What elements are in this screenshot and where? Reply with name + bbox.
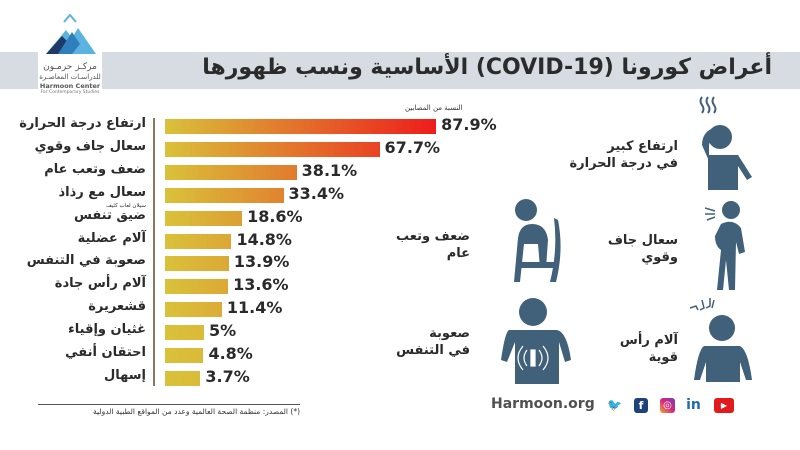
bar-row: غثيان وإقياء 5% <box>0 321 460 344</box>
bar <box>165 325 204 341</box>
youtube-icon[interactable]: ▶ <box>714 398 734 413</box>
symptom-label-fever: ارتفاع كبير في درجة الحرارة <box>569 139 678 171</box>
logo-ar-name: مركـز حرمـون <box>43 62 97 72</box>
bar-row: آلام رأس جادة 13.6% <box>0 275 460 298</box>
bar <box>165 302 222 318</box>
fatigue-person-icon <box>514 199 561 282</box>
category-subnote: سيلان لعاب كثيف <box>106 202 146 209</box>
bar-row: احتقان أنفي 4.8% <box>0 344 460 367</box>
value-label: 13.6% <box>233 275 289 295</box>
category-label: ضعف وتعب عام <box>44 161 146 177</box>
logo-en-name: Harmoon Center <box>39 82 101 90</box>
logo: مركـز حرمـون للدراسـات المعاصـرة Harmoon… <box>38 13 102 106</box>
value-label: 87.9% <box>441 115 497 134</box>
value-header: النسبة من المصابين <box>405 104 463 112</box>
bar-row: إسهال 3.7% <box>0 366 460 390</box>
value-label: 11.4% <box>226 298 283 318</box>
axis-divider <box>153 118 155 386</box>
bar-row: صعوبة في التنفس 13.9% <box>0 252 460 275</box>
bar-row: سعال جاف وقوي 67.7% <box>0 137 460 161</box>
bar <box>165 279 229 295</box>
value-label: 14.8% <box>236 229 292 249</box>
category-label: إسهال <box>104 367 146 383</box>
twitter-icon[interactable]: 🐦 <box>607 398 622 412</box>
bar-row: آلام عضلية 14.8% <box>0 229 460 253</box>
category-label: صعوبة في التنفس <box>26 253 146 269</box>
headache-person-icon <box>689 298 752 382</box>
fever-person-icon <box>699 96 752 190</box>
cough-person-icon <box>705 201 745 290</box>
value-label: 38.1% <box>301 160 358 180</box>
bar-row: سعال مع رذاذ سيلان لعاب كثيف 33.4% <box>0 183 460 209</box>
logo-ar-sub: للدراسـات المعاصـرة <box>39 73 101 81</box>
category-label: سعال جاف وقوي <box>34 138 146 154</box>
mountain-logo-icon <box>46 13 96 54</box>
logo-en-sub: For Contemporary Studies <box>40 90 100 95</box>
title-band <box>0 52 800 89</box>
source-divider <box>38 404 300 405</box>
category-label: قشعريرة <box>88 299 146 315</box>
lungs-person-icon <box>501 298 571 384</box>
value-label: 18.6% <box>247 206 303 226</box>
bar-row: ضيق تنفس 18.6% <box>0 206 460 230</box>
bar <box>165 256 229 272</box>
value-label: 4.8% <box>208 344 253 363</box>
symptom-label-headache: آلام رأس قوية <box>619 333 678 365</box>
website-link[interactable]: Harmoon.org <box>491 396 595 412</box>
bar-row: ضعف وتعب عام 38.1% <box>0 160 460 184</box>
category-label: ارتفاع درجة الحرارة <box>19 116 146 131</box>
page-title: أعراض كورونا (COVID-19) الأساسية ونسب ظه… <box>202 55 772 80</box>
instagram-icon[interactable]: ◎ <box>660 398 675 413</box>
value-label: 33.4% <box>288 183 345 203</box>
category-label: غثيان وإقياء <box>68 322 146 338</box>
bar <box>165 187 284 203</box>
category-label: آلام عضلية <box>77 230 146 246</box>
bar <box>165 164 297 180</box>
bar <box>165 348 204 363</box>
category-label: سعال مع رذاذ <box>58 184 146 200</box>
bar-row: ارتفاع درجة الحرارة 87.9% <box>0 115 497 138</box>
bar <box>165 370 201 386</box>
value-label: 5% <box>209 321 237 341</box>
bar <box>165 119 437 134</box>
category-label: ضيق تنفس <box>73 207 146 223</box>
category-label: آلام رأس جادة <box>54 276 146 292</box>
bar-row: قشعريرة 11.4% <box>0 298 460 321</box>
value-label: 67.7% <box>384 137 441 157</box>
bar <box>165 141 380 157</box>
value-label: 13.9% <box>233 252 290 272</box>
bar <box>165 233 232 249</box>
facebook-icon[interactable]: f <box>634 398 648 413</box>
category-label: احتقان أنفي <box>65 345 146 360</box>
symptom-label-fatigue: ضعف وتعب عام <box>396 229 470 261</box>
symptom-label-breathing: صعوبة في التنفس <box>396 326 470 358</box>
bar <box>165 210 243 226</box>
source-note: (*) المصدر: منظمة الصحة العالمية وعدد من… <box>93 407 300 416</box>
symptom-label-cough: سعال جاف وقوي <box>607 233 678 265</box>
value-label: 3.7% <box>205 366 250 386</box>
linkedin-icon[interactable]: in <box>686 397 701 413</box>
